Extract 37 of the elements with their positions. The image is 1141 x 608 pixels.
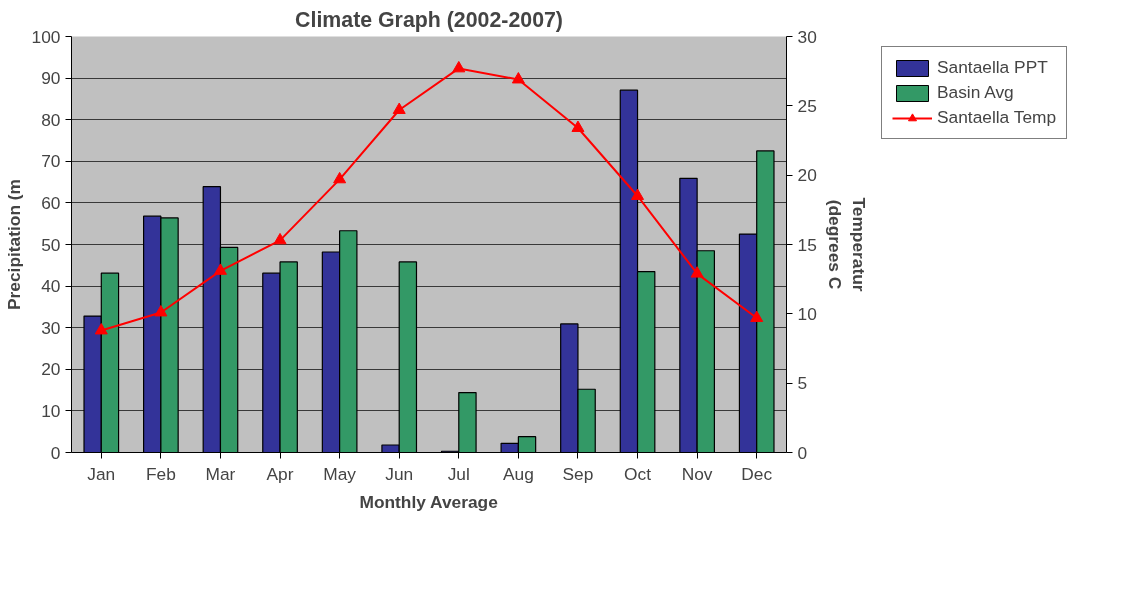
y-tick-label: 50 (41, 234, 61, 255)
y-tick-label: 10 (41, 400, 61, 421)
y-tick-label: 0 (50, 442, 61, 463)
y2-tick-label: 0 (797, 442, 808, 463)
x-tick-label: Dec (741, 463, 773, 484)
y-tick-label: 90 (41, 68, 61, 89)
legend-label: Santaella Temp (937, 107, 1057, 128)
y2-tick-label: 10 (797, 303, 817, 324)
x-tick-label: Jan (87, 463, 116, 484)
x-tick-label: Mar (205, 463, 236, 484)
x-tick-label: Sep (562, 463, 594, 484)
legend-label: Santaella PPT (937, 57, 1048, 78)
y-tick-label: 20 (41, 359, 61, 380)
y2-tick-label: 5 (797, 373, 808, 394)
y-tick-label: 80 (41, 109, 61, 130)
x-tick-label: Feb (145, 463, 176, 484)
y-tick-label: 40 (41, 276, 61, 297)
y-tick-label: 100 (31, 26, 61, 47)
x-tick-label: Aug (502, 463, 534, 484)
x-axis-title: Monthly Average (359, 491, 499, 512)
y-tick-label: 30 (41, 317, 61, 338)
y-axis-title: Precipitation (m (3, 179, 24, 310)
y2-tick-label: 20 (797, 165, 817, 186)
y-tick-label: 70 (41, 151, 61, 172)
legend-label: Basin Avg (937, 82, 1014, 103)
y-tick-label: 60 (41, 192, 61, 213)
y2-axis-title: Temperatur (degrees C (824, 197, 869, 292)
x-tick-label: Jul (447, 463, 470, 484)
x-tick-label: Apr (266, 463, 294, 484)
y2-tick-label: 30 (797, 26, 817, 47)
x-tick-label: Jun (385, 463, 414, 484)
chart-title: Climate Graph (2002-2007) (295, 7, 563, 32)
y2-tick-label: 25 (797, 95, 817, 116)
x-tick-label: Nov (681, 463, 713, 484)
x-tick-label: May (323, 463, 357, 484)
y2-tick-label: 15 (797, 234, 817, 255)
x-tick-label: Oct (624, 463, 652, 484)
